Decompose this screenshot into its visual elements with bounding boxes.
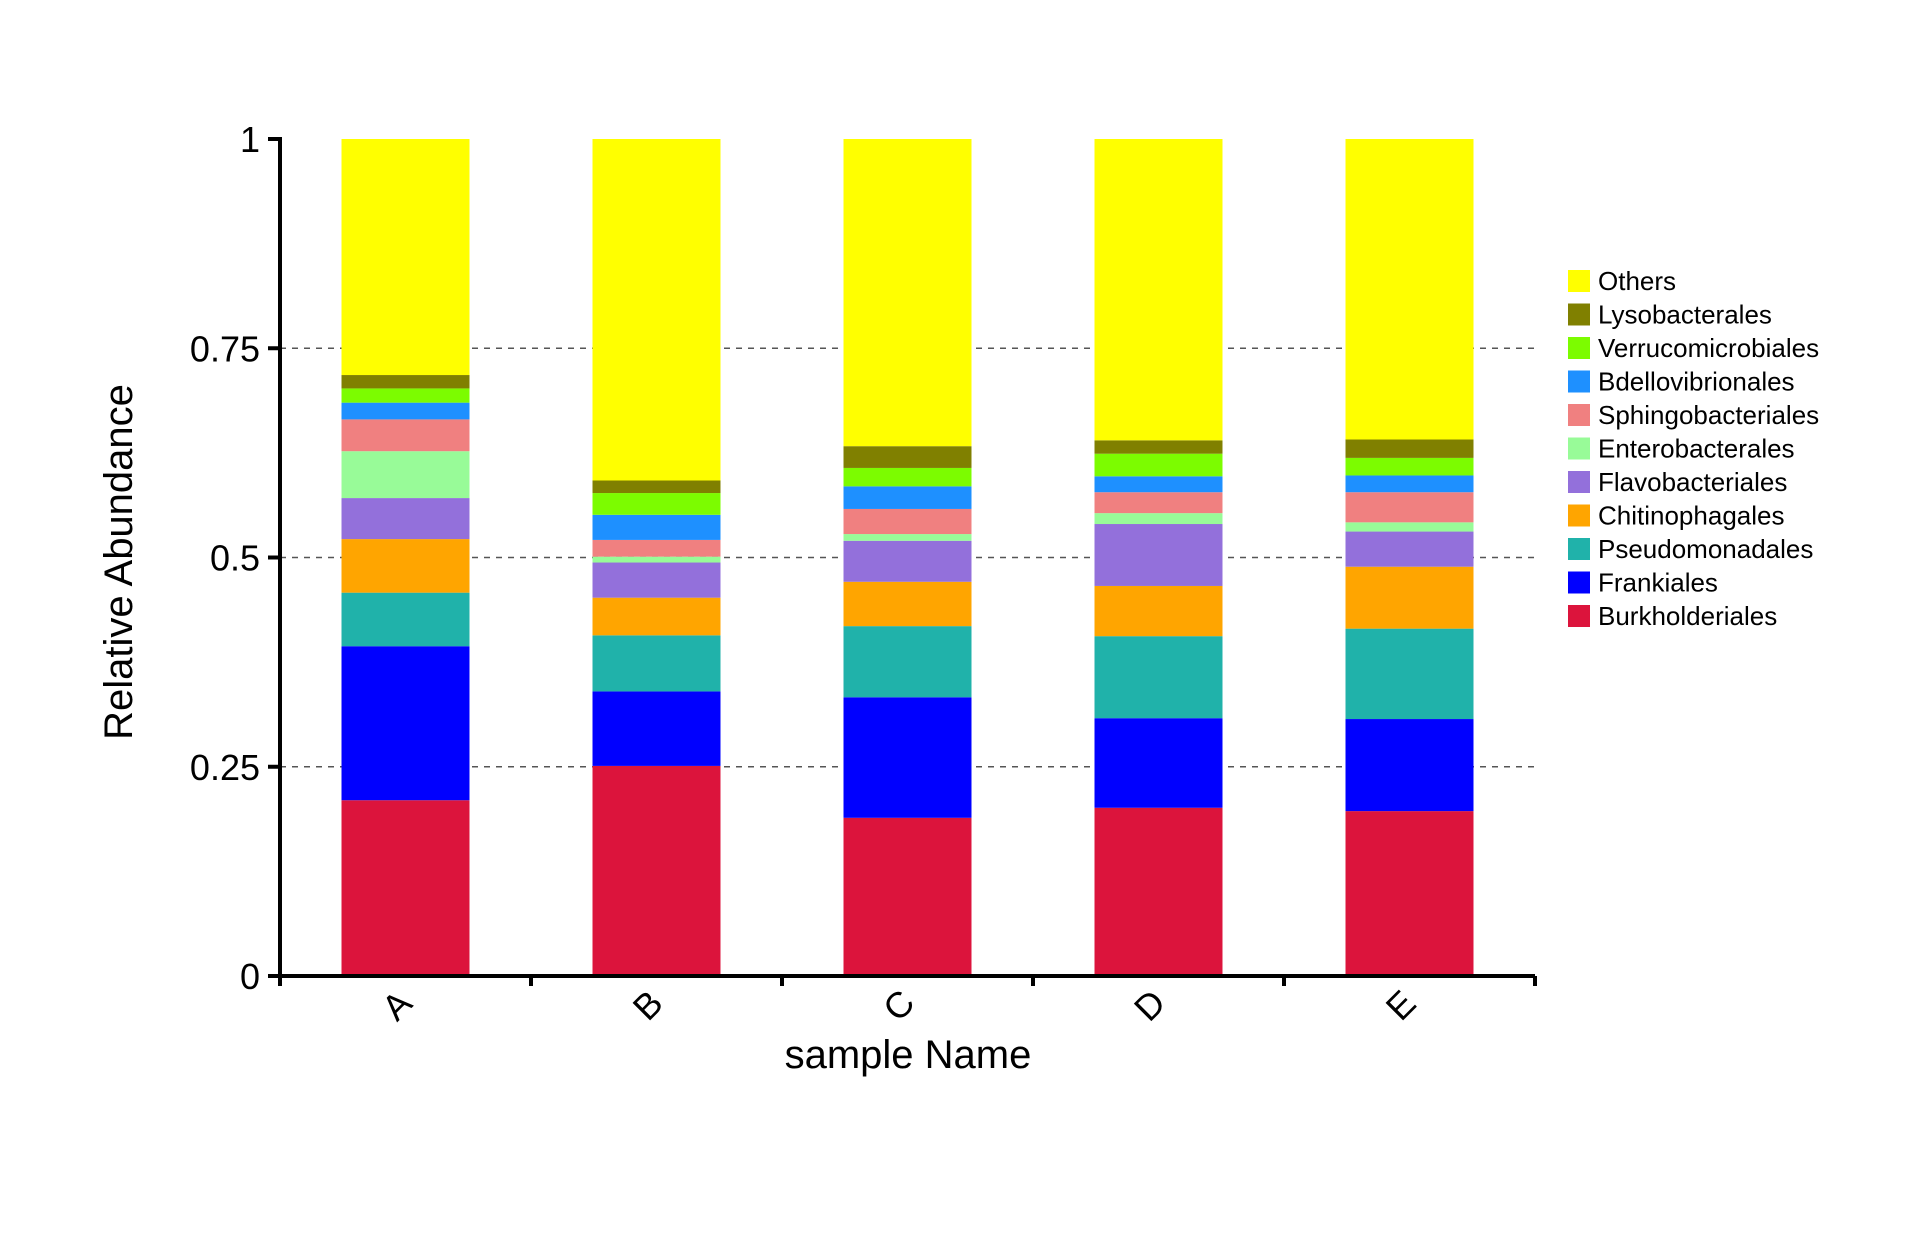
x-tick-label: C: [875, 981, 922, 1028]
bar-segment-D-bdellovibrionales: [1094, 476, 1223, 493]
bar-segment-B-chitinophagales: [592, 597, 721, 636]
bar-segment-D-lysobacterales: [1094, 440, 1223, 454]
legend-label-others: Others: [1598, 266, 1676, 296]
legend-label-burkholderiales: Burkholderiales: [1598, 601, 1777, 631]
legend-swatch-chitinophagales: [1568, 504, 1590, 527]
bar-segment-B-enterobacterales: [592, 556, 721, 563]
bar-segment-E-bdellovibrionales: [1345, 475, 1474, 493]
bar-segment-D-sphingobacteriales: [1094, 492, 1223, 514]
legend-swatch-sphingobacteriales: [1568, 404, 1590, 426]
bar-segment-E-flavobacteriales: [1345, 531, 1474, 567]
bar-segment-E-lysobacterales: [1345, 439, 1474, 458]
bar-segment-A-pseudomonadales: [341, 592, 470, 647]
bar-segment-C-chitinophagales: [843, 581, 972, 627]
bar-segment-A-enterobacterales: [341, 451, 470, 499]
bar-segment-A-verrucomicrobiales: [341, 388, 470, 403]
bar-segment-C-burkholderiales: [843, 817, 972, 976]
bar-segment-A-burkholderiales: [341, 800, 470, 976]
y-tick-label: 0.5: [210, 538, 260, 579]
legend-swatch-burkholderiales: [1568, 605, 1590, 627]
bar-segment-B-sphingobacteriales: [592, 539, 721, 557]
bar-segment-B-burkholderiales: [592, 765, 721, 976]
legend-swatch-lysobacterales: [1568, 303, 1590, 326]
bar-segment-A-sphingobacteriales: [341, 419, 470, 452]
bar-segment-C-flavobacteriales: [843, 540, 972, 582]
y-tick-label: 0.25: [190, 747, 260, 788]
bar-segment-E-burkholderiales: [1345, 811, 1474, 976]
x-tick-label: B: [625, 982, 671, 1028]
bar-segment-D-burkholderiales: [1094, 807, 1223, 976]
bar-segment-D-chitinophagales: [1094, 585, 1223, 637]
x-tick-label: A: [374, 982, 420, 1028]
bar-segment-A-chitinophagales: [341, 539, 470, 593]
bar-segment-A-flavobacteriales: [341, 498, 470, 540]
bar-segment-E-pseudomonadales: [1345, 628, 1474, 720]
bar-segment-B-verrucomicrobiales: [592, 493, 721, 515]
legend-label-chitinophagales: Chitinophagales: [1598, 501, 1784, 531]
legend-label-bdellovibrionales: Bdellovibrionales: [1598, 367, 1795, 397]
y-tick-label: 0.75: [190, 328, 260, 369]
bar-segment-D-frankiales: [1094, 718, 1223, 808]
legend-label-lysobacterales: Lysobacterales: [1598, 300, 1772, 330]
bar-segment-B-bdellovibrionales: [592, 514, 721, 540]
bar-segment-D-enterobacterales: [1094, 513, 1223, 525]
bar-segment-C-pseudomonadales: [843, 626, 972, 698]
bar-segment-C-frankiales: [843, 697, 972, 818]
bar-segment-E-frankiales: [1345, 719, 1474, 812]
bar-segment-B-frankiales: [592, 691, 721, 766]
bar-segment-C-enterobacterales: [843, 534, 972, 541]
bar-segment-C-lysobacterales: [843, 446, 972, 468]
x-tick-label: E: [1378, 982, 1424, 1028]
bar-segment-E-sphingobacteriales: [1345, 492, 1474, 523]
legend-label-sphingobacteriales: Sphingobacteriales: [1598, 400, 1819, 430]
bar-segment-A-bdellovibrionales: [341, 402, 470, 420]
bar-segment-B-others: [592, 139, 721, 481]
x-tick-label: D: [1126, 981, 1173, 1028]
bar-segment-D-verrucomicrobiales: [1094, 453, 1223, 477]
bar-segment-A-lysobacterales: [341, 375, 470, 389]
legend-swatch-enterobacterales: [1568, 437, 1590, 460]
bar-segment-C-others: [843, 139, 972, 447]
bar-segment-E-others: [1345, 139, 1474, 440]
bar-segment-D-others: [1094, 139, 1223, 441]
y-tick-label: 1: [240, 119, 260, 160]
bar-segment-C-sphingobacteriales: [843, 508, 972, 535]
bar-segment-E-chitinophagales: [1345, 566, 1474, 629]
legend-label-verrucomicrobiales: Verrucomicrobiales: [1598, 333, 1819, 363]
legend-label-flavobacteriales: Flavobacteriales: [1598, 467, 1787, 497]
x-axis-title: sample Name: [785, 1033, 1032, 1077]
legend-swatch-frankiales: [1568, 571, 1590, 594]
legend-swatch-pseudomonadales: [1568, 538, 1590, 560]
bar-segment-B-lysobacterales: [592, 480, 721, 494]
bar-segment-B-pseudomonadales: [592, 635, 721, 692]
bar-segment-A-others: [341, 139, 470, 376]
bar-segment-E-verrucomicrobiales: [1345, 457, 1474, 476]
bars: [341, 139, 1474, 976]
legend-swatch-bdellovibrionales: [1568, 370, 1590, 393]
legend-swatch-verrucomicrobiales: [1568, 337, 1590, 359]
bar-segment-E-enterobacterales: [1345, 522, 1474, 532]
bar-segment-A-frankiales: [341, 646, 470, 801]
y-tick-label: 0: [240, 956, 260, 997]
bar-segment-D-flavobacteriales: [1094, 524, 1223, 586]
legend-label-pseudomonadales: Pseudomonadales: [1598, 534, 1813, 564]
bar-segment-C-verrucomicrobiales: [843, 467, 972, 487]
legend-label-enterobacterales: Enterobacterales: [1598, 434, 1795, 464]
legend-swatch-others: [1568, 270, 1590, 292]
bar-segment-C-bdellovibrionales: [843, 486, 972, 509]
y-axis-title: Relative Abundance: [97, 384, 141, 740]
bar-segment-D-pseudomonadales: [1094, 636, 1223, 719]
legend-label-frankiales: Frankiales: [1598, 568, 1718, 598]
bar-segment-B-flavobacteriales: [592, 562, 721, 598]
legend-swatch-flavobacteriales: [1568, 471, 1590, 493]
